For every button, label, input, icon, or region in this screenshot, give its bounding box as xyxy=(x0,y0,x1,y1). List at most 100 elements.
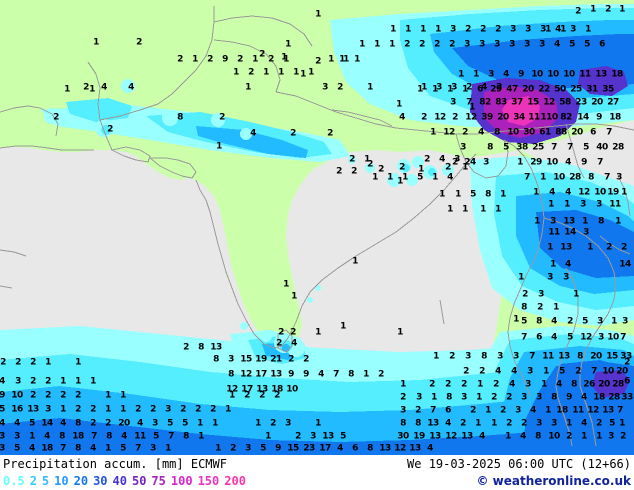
precip-value: 27 xyxy=(607,97,619,108)
precip-value: 1 xyxy=(619,418,625,429)
precip-value: 2 xyxy=(537,302,543,313)
precip-value: 8 xyxy=(571,379,577,390)
precip-value: 4 xyxy=(0,376,5,387)
precip-value: 1 xyxy=(477,379,483,390)
precip-value: 1 xyxy=(308,67,314,78)
precip-value: 4 xyxy=(101,82,107,93)
precip-value: 1 xyxy=(553,302,559,313)
precip-value: 3 xyxy=(510,24,516,35)
precip-value: 1 xyxy=(513,314,519,325)
precip-value: 2 xyxy=(75,404,81,415)
precip-value: 9 xyxy=(303,369,309,380)
map-footer: Precipitation accum. [mm] ECMWF We 19-03… xyxy=(0,455,634,490)
precip-value: 34 xyxy=(513,112,525,123)
precip-value: 15 xyxy=(527,97,539,108)
precip-value: 2 xyxy=(500,405,506,416)
precip-value: 6 xyxy=(624,376,630,387)
precip-value: 6 xyxy=(477,84,483,95)
precip-value: 14 xyxy=(619,259,631,270)
precip-value: 1 xyxy=(252,54,258,65)
precip-value: 1 xyxy=(354,54,360,65)
precip-value: 3 xyxy=(563,272,569,283)
precip-value: 12 xyxy=(240,369,252,380)
precip-value: 1 xyxy=(476,392,482,403)
precip-value: 1 xyxy=(265,431,271,442)
precip-value: 3 xyxy=(322,82,328,93)
precip-value: 1 xyxy=(255,418,261,429)
precip-value: 8 xyxy=(75,418,81,429)
precip-value: 5 xyxy=(569,39,575,50)
precip-value: 6 xyxy=(536,332,542,343)
precip-value: 7 xyxy=(567,142,573,153)
precip-value: 11 xyxy=(548,227,560,238)
precip-value: 7 xyxy=(168,431,174,442)
precip-value: 23 xyxy=(303,443,315,454)
precip-value: 7 xyxy=(466,97,472,108)
precip-value: 2 xyxy=(177,54,183,65)
precip-value: 23 xyxy=(575,97,587,108)
precip-value: 2 xyxy=(493,379,499,390)
precip-value: 3 xyxy=(465,351,471,362)
precip-value: 13 xyxy=(602,405,614,416)
precip-value: 1 xyxy=(229,390,235,401)
precip-value: 1 xyxy=(587,242,593,253)
precip-value: 3 xyxy=(15,376,21,387)
precip-value: 33 xyxy=(621,392,633,403)
precip-value: 5 xyxy=(503,142,509,153)
precip-value: 1 xyxy=(75,357,81,368)
precip-value: 47 xyxy=(506,84,518,95)
legend-stop-50: 50 xyxy=(131,474,147,488)
precip-value: 3 xyxy=(513,351,519,362)
map-canvas[interactable] xyxy=(0,0,634,455)
legend-stop-5: 5 xyxy=(41,474,50,488)
precip-value: 8 xyxy=(446,392,452,403)
precip-value: 2 xyxy=(219,112,225,123)
precip-value: 8 xyxy=(75,443,81,454)
precip-value: 11 xyxy=(134,431,146,442)
precip-value: 5 xyxy=(470,189,476,200)
precip-value: 1 xyxy=(590,4,596,15)
precip-value: 17 xyxy=(255,369,267,380)
precip-value: 13 xyxy=(379,443,391,454)
precip-value: 3 xyxy=(540,24,546,35)
precip-value: 2 xyxy=(452,112,458,123)
precip-value: 1 xyxy=(216,141,222,152)
precip-value: 4 xyxy=(14,418,20,429)
precip-value: 2 xyxy=(620,431,626,442)
precip-value: 1 xyxy=(212,418,218,429)
precip-value: 3 xyxy=(460,142,466,153)
precip-value: 5 xyxy=(584,39,590,50)
precip-value: 58 xyxy=(559,97,571,108)
precip-value: 14 xyxy=(577,112,589,123)
precip-value: 3 xyxy=(285,418,291,429)
precip-value: 1 xyxy=(550,259,556,270)
precip-value: 1 xyxy=(475,418,481,429)
precip-value: 8 xyxy=(106,431,112,442)
precip-value: 4 xyxy=(556,379,562,390)
precip-value: 4 xyxy=(565,157,571,168)
precip-value: 1 xyxy=(439,189,445,200)
precip-value: 1 xyxy=(359,39,365,50)
precip-value: 1 xyxy=(374,39,380,50)
precip-value: 7 xyxy=(606,127,612,138)
precip-value: 3 xyxy=(479,39,485,50)
precip-value: 3 xyxy=(400,405,406,416)
precip-value: 8 xyxy=(228,369,234,380)
precip-value: 2 xyxy=(479,366,485,377)
precip-value: 4 xyxy=(503,69,509,80)
precip-value: 8 xyxy=(367,443,373,454)
legend-stop-150: 150 xyxy=(197,474,220,488)
precip-value: 13 xyxy=(558,351,570,362)
precip-value: 2 xyxy=(465,24,471,35)
precip-value: 1 xyxy=(339,54,345,65)
precip-value: 10 xyxy=(607,332,619,343)
precip-value: 8 xyxy=(577,351,583,362)
legend-stop-40: 40 xyxy=(112,474,127,488)
legend-stop-10: 10 xyxy=(54,474,69,488)
precip-value: 1 xyxy=(278,67,284,78)
precip-value: 6 xyxy=(352,443,358,454)
precip-value: 1 xyxy=(473,69,479,80)
precip-value: 2 xyxy=(463,366,469,377)
precip-value: 1 xyxy=(545,405,551,416)
